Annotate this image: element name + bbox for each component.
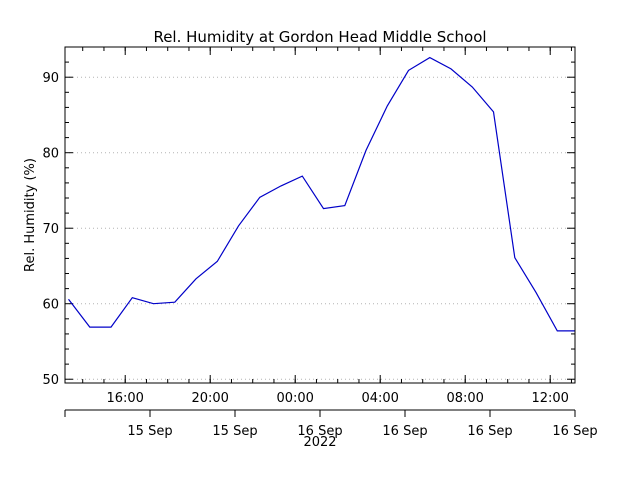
x-date-tick-label: 16 Sep — [297, 424, 342, 439]
humidity-series-line — [68, 56, 575, 332]
plot-frame — [64, 46, 576, 384]
y-tick-label: 90 — [42, 71, 59, 86]
x-date-tick-label: 16 Sep — [552, 424, 597, 439]
x-date-tick-label: 16 Sep — [382, 424, 427, 439]
series-layer — [68, 56, 575, 332]
x-hour-tick-label: 04:00 — [361, 391, 398, 406]
y-tick-label: 80 — [42, 147, 59, 162]
grid-lines — [65, 76, 575, 380]
x-date-tick-label: 15 Sep — [127, 424, 172, 439]
x-hour-tick-label: 00:00 — [276, 391, 313, 406]
y-tick-label: 50 — [42, 373, 59, 388]
x-date-tick-label: 16 Sep — [467, 424, 512, 439]
tick-labels: 50 60 70 80 90 16:00 20:00 00:00 04:00 08:00 12:00… — [42, 71, 597, 439]
x-hour-tick-label: 08:00 — [446, 391, 483, 406]
year-label: 2022 — [303, 435, 336, 450]
x-hour-tick-label: 20:00 — [191, 391, 228, 406]
chart-title: Rel. Humidity at Gordon Head Middle Scho… — [153, 28, 486, 46]
y-tick-label: 70 — [42, 222, 59, 237]
x-date-tick-label: 15 Sep — [212, 424, 257, 439]
y-axis-label: Rel. Humidity (%) — [23, 158, 38, 272]
y-tick-label: 60 — [42, 298, 59, 313]
axis-ticks — [64, 47, 576, 417]
x-hour-tick-label: 16:00 — [106, 391, 143, 406]
x-hour-tick-label: 12:00 — [531, 391, 568, 406]
